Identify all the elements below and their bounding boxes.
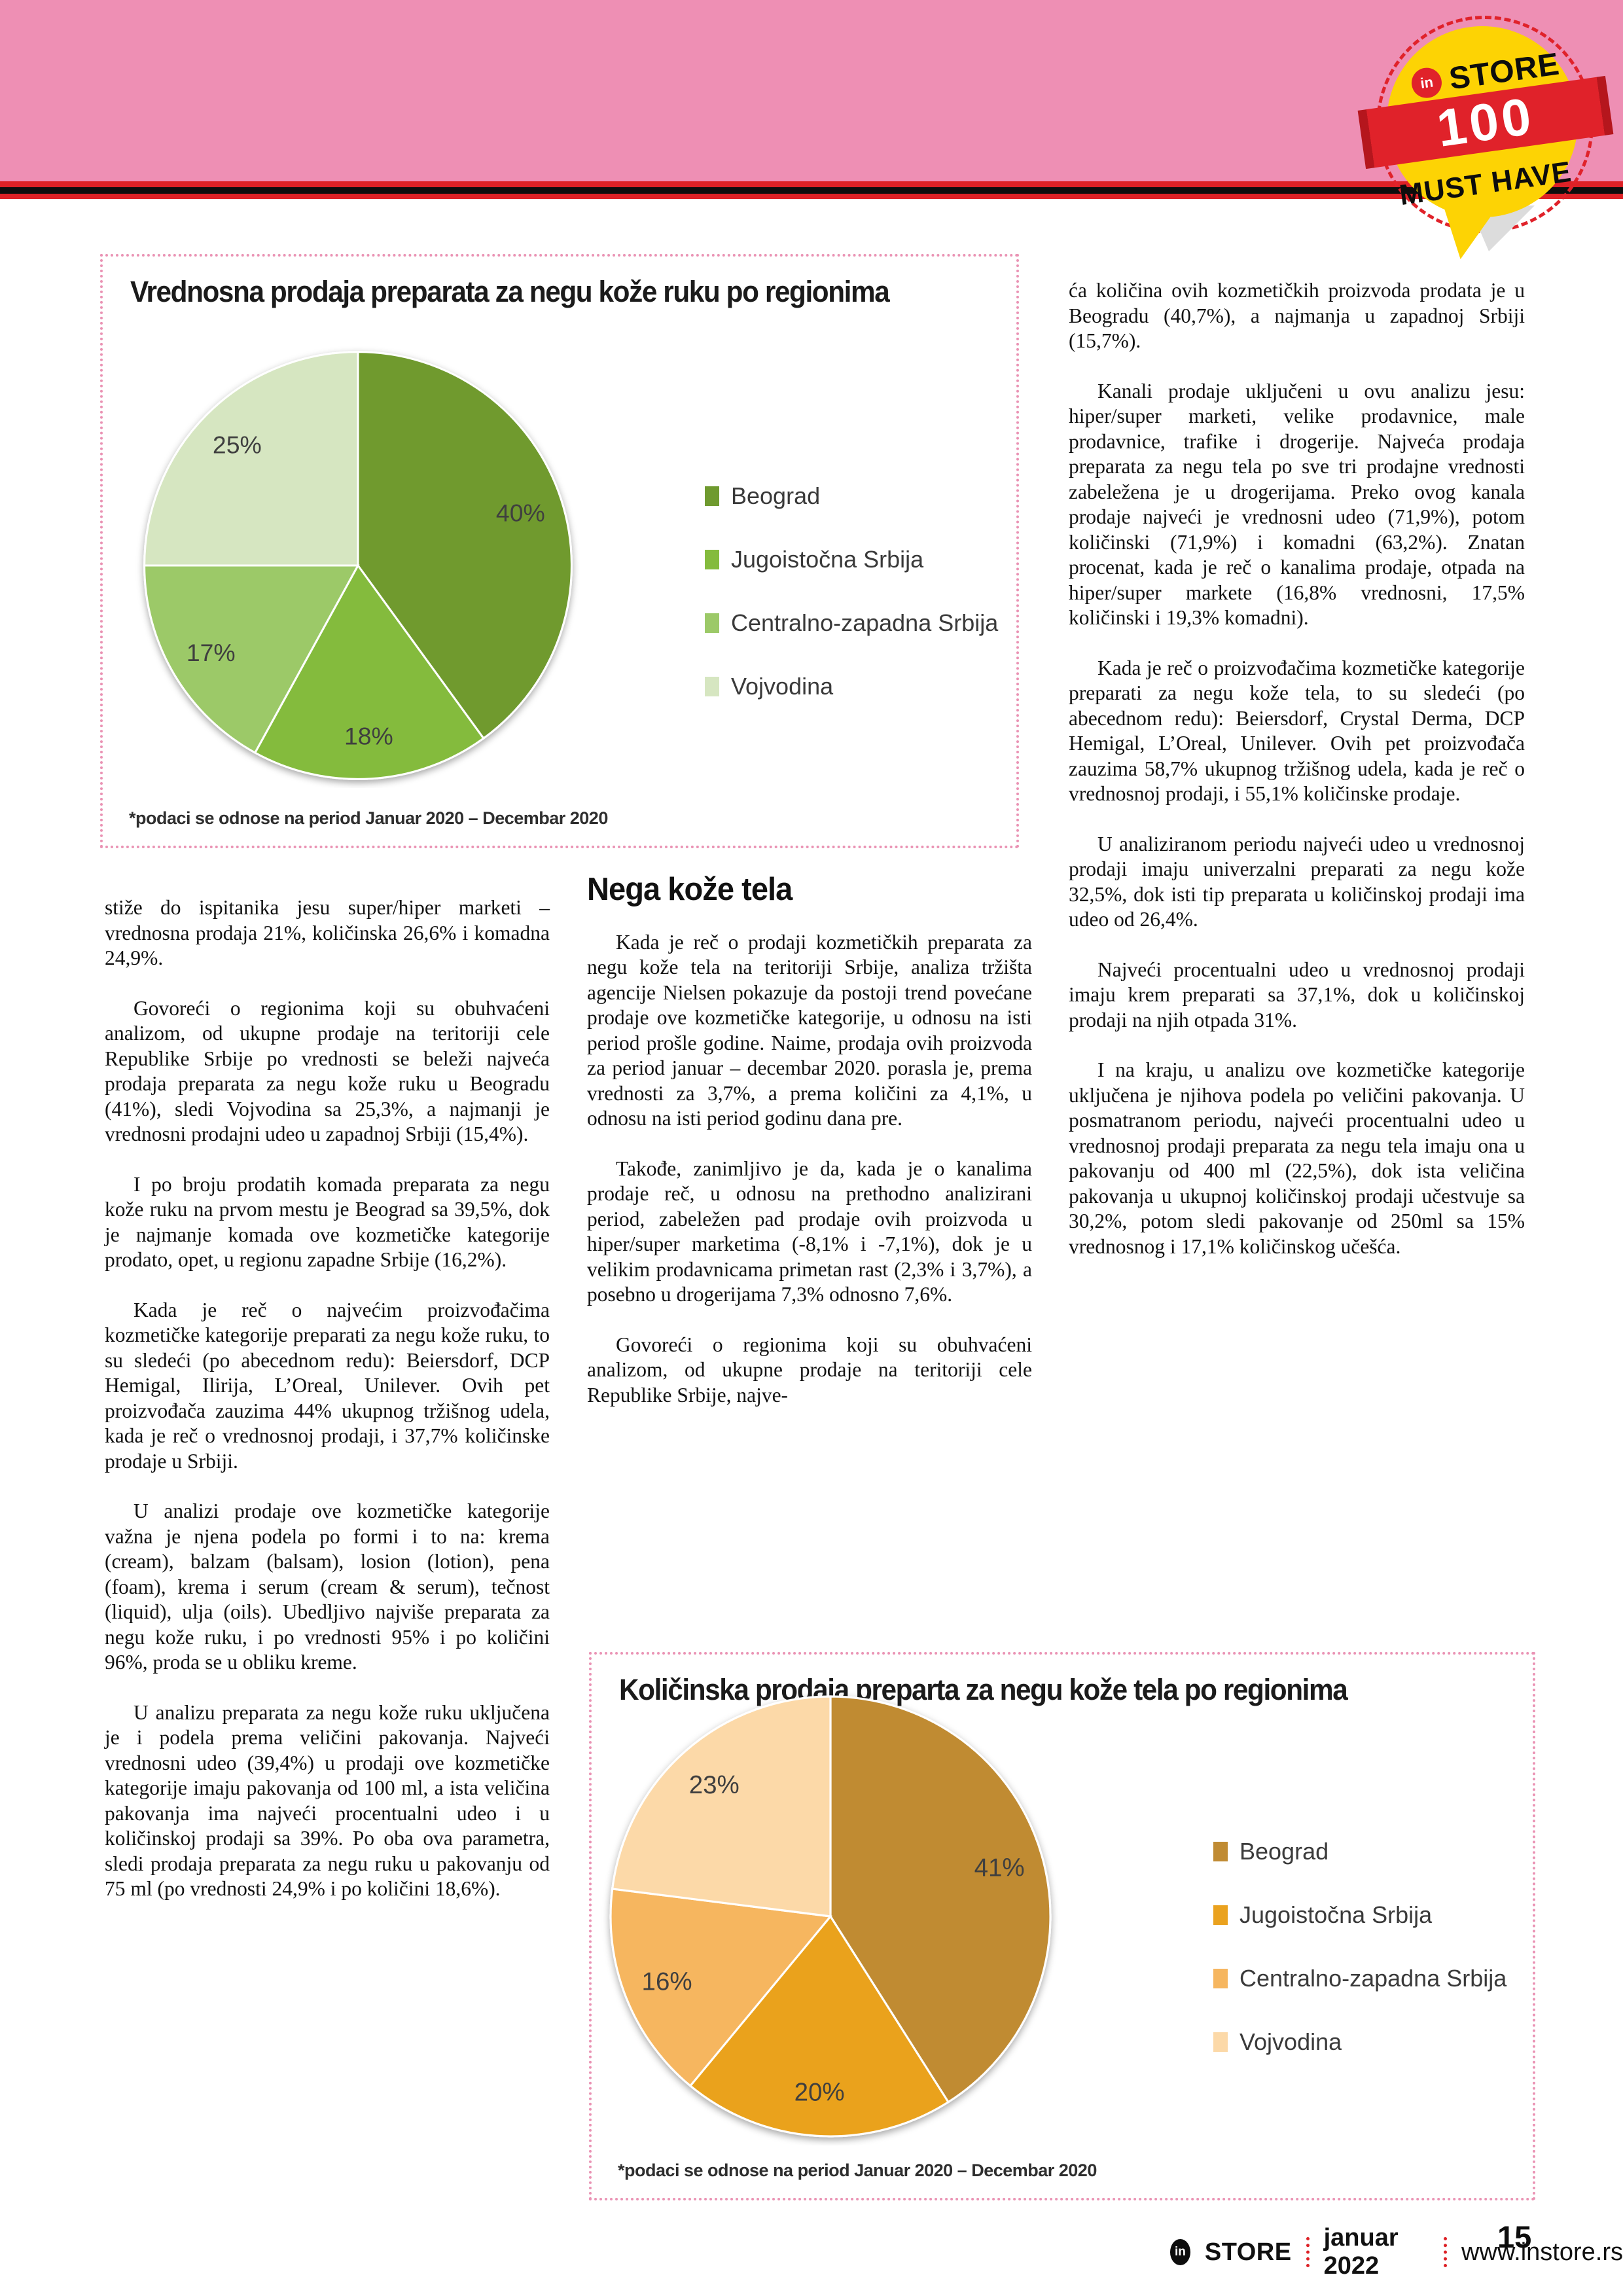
- chart-title: Vrednosna prodaja preparata za negu kože…: [130, 275, 890, 308]
- paragraph: U analizi prodaje ove kozmetičke kategor…: [105, 1499, 550, 1674]
- header-stripe-black: [0, 187, 1623, 194]
- instore-100-must-have-badge: in STORE 100 MUST HAVE: [1357, 10, 1614, 259]
- paragraph: U analiziranom periodu najveći udeo u vr…: [1069, 832, 1525, 931]
- footer-brand: STORE: [1204, 2238, 1292, 2266]
- pie-chart-hand-care: 40% 18% 17% 25%: [143, 351, 573, 780]
- pie-slice-label: 18%: [344, 723, 393, 750]
- legend-item: Centralno-zapadna Srbija: [1213, 1965, 1507, 1992]
- pie-slice-2: [143, 564, 360, 755]
- pie-slice-0: [829, 1695, 1052, 2104]
- legend-label: Centralno-zapadna Srbija: [1240, 1965, 1507, 1992]
- page-number: 15: [1497, 2219, 1532, 2254]
- pie-slice-label: 23%: [689, 1771, 740, 1799]
- paragraph: ća količina ovih kozmetičkih proizvoda p…: [1069, 279, 1525, 352]
- pie-chart-body-care: 41% 20% 16% 23%: [609, 1695, 1052, 2138]
- paragraph: stiže do ispitanika jesu super/hiper mar…: [105, 896, 550, 969]
- legend-swatch-icon: [705, 550, 719, 569]
- header-band: [0, 0, 1623, 181]
- legend-item: Vojvodina: [705, 673, 998, 700]
- chart-panel-hand-care: Vrednosna prodaja preparata za negu kože…: [100, 254, 1019, 848]
- page-footer: in STORE januar 2022 www.instore.rs: [1170, 2224, 1623, 2280]
- section-heading: Nega kože tela: [587, 872, 793, 907]
- legend-label: Beograd: [1240, 1838, 1329, 1865]
- chart-legend: Beograd Jugoistočna Srbija Centralno-zapad…: [705, 482, 998, 700]
- paragraph: Takođe, zanimljivo je da, kada je o kana…: [587, 1157, 1032, 1306]
- middle-column-paragraphs: Kada je reč o prodaji kozmetičkih prepar…: [587, 930, 1032, 1408]
- paragraph: U analizu preparata za negu kože ruku uk…: [105, 1700, 550, 1901]
- legend-label: Vojvodina: [731, 673, 834, 700]
- pie-slice-label: 25%: [213, 431, 262, 458]
- in-logo-icon: in: [1410, 65, 1444, 100]
- footer-website: www.instore.rs: [1461, 2238, 1623, 2266]
- paragraph: I po broju prodatih komada preparata za …: [105, 1172, 550, 1272]
- pie-slice-label: 41%: [974, 1854, 1025, 1882]
- legend-item: Jugoistočna Srbija: [1213, 1901, 1507, 1929]
- paragraph: Govoreći o regionima koji su obuhvaćeni …: [105, 996, 550, 1146]
- chart-title: Količinska prodaja preparta za negu kože…: [619, 1673, 1348, 1706]
- paragraph: I na kraju, u analizu ove kozmetičke kat…: [1069, 1058, 1525, 1258]
- pie-slice-3: [611, 1695, 832, 1918]
- legend-swatch-icon: [1213, 1969, 1228, 1988]
- paragraph: Najveći procentualni udeo u vrednosnoj p…: [1069, 958, 1525, 1031]
- in-logo-icon: in: [1170, 2239, 1190, 2265]
- paragraph: Kanali prodaje uključeni u ovu analizu j…: [1069, 379, 1525, 630]
- chart-footnote: *podaci se odnose na period Januar 2020 …: [618, 2161, 1097, 2180]
- legend-label: Vojvodina: [1240, 2028, 1342, 2055]
- pie-slice-1: [688, 1914, 950, 2138]
- chart-legend: Beograd Jugoistočna Srbija Centralno-zapad…: [1213, 1838, 1507, 2056]
- pie-slice-0: [357, 351, 573, 740]
- legend-swatch-icon: [705, 486, 719, 506]
- legend-swatch-icon: [705, 613, 719, 633]
- footer-separator-icon: [1443, 2237, 1447, 2267]
- footer-date: januar 2022: [1323, 2224, 1399, 2280]
- pie-slice-label: 16%: [642, 1967, 692, 1996]
- chart-panel-body-care: Količinska prodaja preparta za negu kože…: [589, 1652, 1535, 2200]
- legend-label: Beograd: [731, 482, 821, 509]
- legend-item: Vojvodina: [1213, 2028, 1507, 2056]
- left-column: stiže do ispitanika jesu super/hiper mar…: [105, 895, 550, 1927]
- header-stripe-red-bottom: [0, 194, 1623, 199]
- legend-swatch-icon: [705, 677, 719, 696]
- legend-item: Centralno-zapadna Srbija: [705, 609, 998, 637]
- legend-swatch-icon: [1213, 1905, 1228, 1925]
- paragraph: Kada je reč o prodaji kozmetičkih prepar…: [587, 930, 1032, 1130]
- paragraph: Govoreći o regionima koji su obuhvaćeni …: [587, 1333, 1032, 1407]
- right-column: ća količina ovih kozmetičkih proizvoda p…: [1069, 278, 1525, 1284]
- chart-footnote: *podaci se odnose na period Januar 2020 …: [129, 808, 608, 828]
- legend-item: Jugoistočna Srbija: [705, 546, 998, 573]
- pie-slice-label: 40%: [496, 499, 545, 526]
- legend-swatch-icon: [1213, 2032, 1228, 2052]
- middle-column: Nega kože tela Kada je reč o prodaji koz…: [587, 872, 1032, 1433]
- pie-slice-label: 17%: [187, 639, 236, 666]
- legend-label: Jugoistočna Srbija: [1240, 1901, 1433, 1928]
- legend-item: Beograd: [705, 482, 998, 510]
- legend-label: Jugoistočna Srbija: [731, 546, 924, 573]
- legend-item: Beograd: [1213, 1838, 1507, 1865]
- legend-label: Centralno-zapadna Srbija: [731, 609, 999, 636]
- pie-slice-3: [143, 351, 359, 567]
- legend-swatch-icon: [1213, 1842, 1228, 1861]
- pie-slice-label: 20%: [794, 2079, 845, 2107]
- paragraph: Kada je reč o najvećim proizvođačima koz…: [105, 1298, 550, 1473]
- pie-slice-1: [253, 564, 485, 780]
- header-stripe-red-top: [0, 181, 1623, 187]
- paragraph: Kada je reč o proizvođačima kozmetičke k…: [1069, 656, 1525, 806]
- pie-slice-2: [609, 1888, 833, 2088]
- footer-separator-icon: [1306, 2237, 1310, 2267]
